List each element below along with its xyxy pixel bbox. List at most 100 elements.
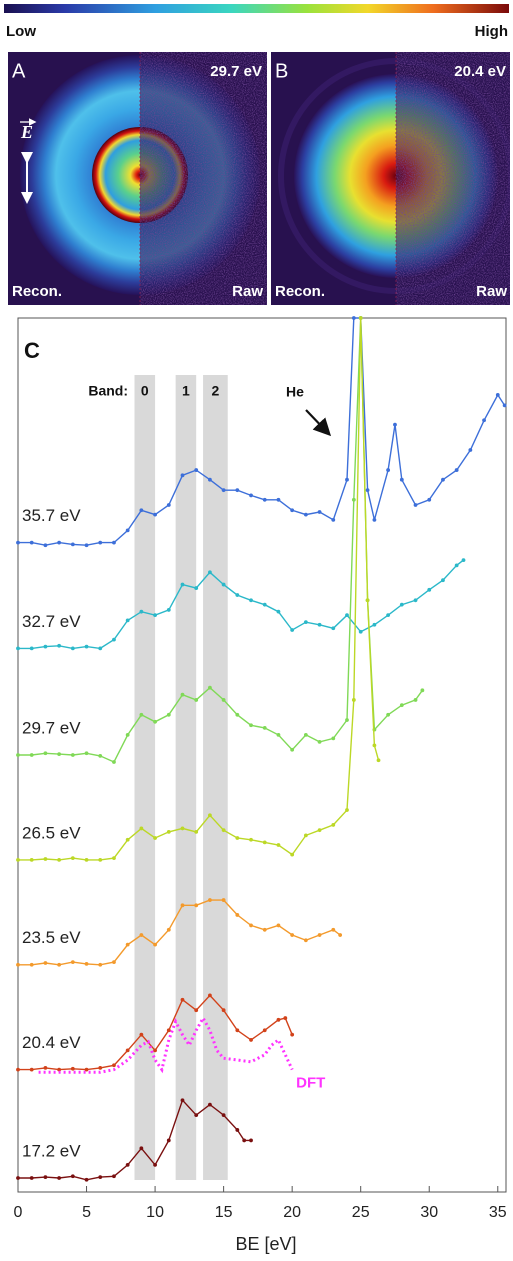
data-point: [262, 602, 267, 607]
data-point: [180, 582, 185, 587]
data-point: [112, 1063, 116, 1068]
data-point: [194, 830, 199, 834]
data-point: [221, 1008, 226, 1013]
data-point: [454, 468, 459, 472]
panel-a-image: [8, 52, 267, 305]
data-point: [70, 1174, 75, 1179]
data-point: [29, 1067, 34, 1072]
data-point: [98, 540, 103, 545]
series-label: 29.7 eV: [22, 718, 81, 737]
data-point: [98, 857, 103, 862]
data-point: [84, 644, 89, 649]
data-point: [125, 837, 130, 842]
data-point: [166, 1138, 171, 1143]
data-point: [84, 857, 89, 862]
data-point: [276, 609, 281, 614]
data-point: [180, 903, 185, 908]
series-label: 17.2 eV: [22, 1142, 81, 1161]
data-point: [194, 586, 199, 590]
panel-left-label: Recon.: [275, 283, 325, 300]
data-point: [221, 828, 226, 833]
x-tick-label: 25: [352, 1204, 370, 1221]
series-label: 32.7 eV: [22, 612, 81, 631]
data-point: [29, 646, 34, 651]
colorbar-low: Low: [6, 23, 36, 40]
data-point: [16, 962, 20, 967]
data-point: [372, 743, 377, 748]
data-point: [208, 685, 212, 690]
panel-right-label: Raw: [476, 283, 507, 300]
data-point: [208, 477, 212, 482]
panel-right-label: Raw: [232, 283, 263, 300]
data-point: [180, 692, 185, 697]
panel-energy: 29.7 eV: [210, 63, 262, 80]
data-point: [276, 732, 281, 737]
band-label: 2: [211, 383, 219, 399]
data-point: [194, 1008, 199, 1013]
data-point: [351, 497, 356, 502]
band-region: [175, 375, 197, 1180]
data-point: [98, 753, 103, 758]
data-point: [235, 488, 240, 493]
panel-b-image: [271, 52, 510, 305]
data-point: [345, 718, 349, 722]
data-point: [16, 540, 20, 545]
data-point: [16, 646, 20, 651]
data-point: [262, 840, 267, 845]
data-point: [221, 582, 226, 587]
data-point: [235, 1128, 240, 1132]
data-point: [358, 316, 363, 320]
data-point: [345, 613, 349, 618]
data-point: [166, 927, 171, 932]
data-point: [139, 933, 144, 937]
data-point: [84, 961, 89, 966]
data-point: [29, 857, 34, 862]
x-tick-label: 10: [146, 1204, 164, 1221]
data-point: [290, 1032, 295, 1037]
data-point: [317, 622, 322, 627]
data-point: [112, 540, 116, 545]
data-point: [468, 448, 473, 452]
data-point: [413, 503, 418, 507]
data-point: [283, 1016, 288, 1020]
data-point: [208, 993, 212, 998]
data-point: [208, 570, 212, 575]
data-point: [57, 752, 62, 757]
series-label: 23.5 eV: [22, 928, 81, 947]
plot-frame: [17, 317, 507, 1193]
panel-letter: A: [12, 60, 26, 82]
data-point: [242, 1138, 247, 1143]
data-point: [276, 843, 281, 847]
data-point: [208, 1102, 212, 1107]
data-point: [331, 823, 336, 827]
data-point: [345, 808, 349, 812]
bands: [134, 375, 228, 1180]
data-point: [112, 637, 116, 642]
data-point: [84, 1177, 89, 1182]
data-point: [358, 629, 363, 634]
data-point: [70, 856, 75, 861]
data-point: [153, 836, 157, 840]
data-point: [139, 712, 144, 717]
data-point: [43, 961, 48, 965]
data-point: [461, 558, 466, 562]
data-point: [290, 628, 295, 632]
data-point: [221, 1113, 226, 1117]
data-point: [125, 618, 130, 623]
data-point: [317, 828, 322, 833]
data-point: [208, 898, 212, 902]
data-point: [276, 923, 281, 928]
x-tick-label: 0: [14, 1204, 23, 1221]
data-point: [290, 508, 295, 513]
data-point: [393, 422, 397, 427]
data-point: [112, 1174, 116, 1179]
data-point: [303, 512, 308, 517]
data-point: [290, 747, 295, 752]
data-point: [153, 1163, 157, 1167]
data-point: [194, 1113, 199, 1117]
data-point: [454, 563, 459, 568]
data-point: [112, 856, 116, 861]
data-point: [166, 830, 171, 834]
data-point: [16, 1176, 20, 1180]
data-point: [482, 418, 486, 423]
